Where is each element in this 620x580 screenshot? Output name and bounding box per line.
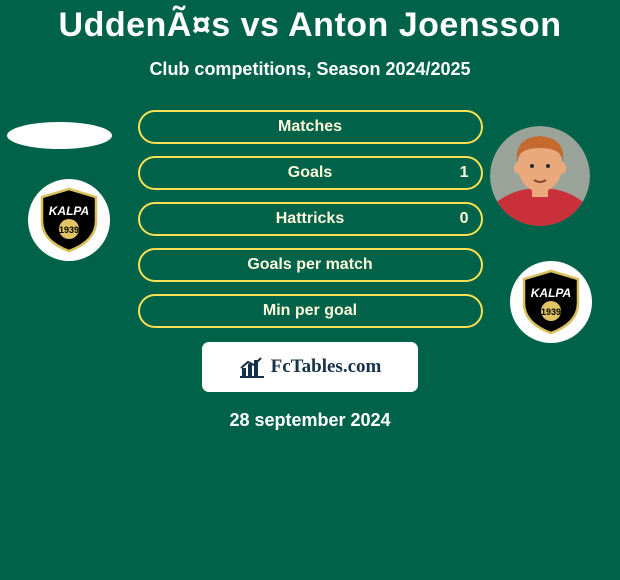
stat-row: Min per goal xyxy=(138,294,483,328)
attribution-text: FcTables.com xyxy=(271,356,382,378)
page-title: UddenÃ¤s vs Anton Joensson xyxy=(0,0,620,45)
stat-row: Goals per match xyxy=(138,248,483,282)
player2-avatar xyxy=(490,126,590,226)
club-shield-icon: KALPA 1939 xyxy=(516,267,586,337)
bar-chart-icon xyxy=(239,356,265,378)
stat-label: Hattricks xyxy=(276,210,344,228)
attribution-badge: FcTables.com xyxy=(202,342,418,392)
stat-label: Goals xyxy=(288,164,332,182)
club-shield-icon: KALPA 1939 xyxy=(34,185,104,255)
svg-text:KALPA: KALPA xyxy=(531,286,571,300)
svg-text:KALPA: KALPA xyxy=(49,204,89,218)
stat-right-value: 0 xyxy=(460,210,469,228)
stat-label: Min per goal xyxy=(263,302,357,320)
stat-row: Goals 1 xyxy=(138,156,483,190)
svg-text:1939: 1939 xyxy=(541,307,561,317)
stat-label: Goals per match xyxy=(247,256,372,274)
season-subtitle: Club competitions, Season 2024/2025 xyxy=(0,59,620,80)
stat-label: Matches xyxy=(278,118,342,136)
player1-avatar-placeholder xyxy=(7,122,112,149)
stat-right-value: 1 xyxy=(460,164,469,182)
svg-text:1939: 1939 xyxy=(59,225,79,235)
player2-club-logo: KALPA 1939 xyxy=(510,261,592,343)
stat-row: Matches xyxy=(138,110,483,144)
comparison-date: 28 september 2024 xyxy=(0,410,620,431)
stat-row: Hattricks 0 xyxy=(138,202,483,236)
player-portrait-icon xyxy=(490,126,590,226)
player1-club-logo: KALPA 1939 xyxy=(28,179,110,261)
stats-list: Matches Goals 1 Hattricks 0 Goals per ma… xyxy=(138,110,483,328)
